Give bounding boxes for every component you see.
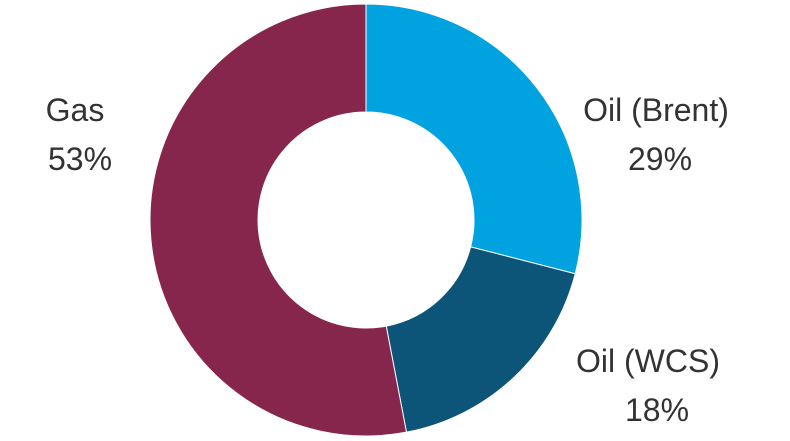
slice-value-gas: 53% [48,141,112,177]
slice-label-oil-wcs: Oil (WCS) [576,343,720,379]
slice-value-oil-wcs: 18% [625,392,689,428]
slice-label-gas: Gas [46,92,105,128]
slice-value-oil-brent: 29% [628,141,692,177]
slice-oil-wcs [385,246,576,433]
slice-gas [149,3,408,437]
slice-oil-brent [365,3,583,275]
slice-label-oil-brent: Oil (Brent) [583,92,729,128]
donut-slices [149,3,583,437]
